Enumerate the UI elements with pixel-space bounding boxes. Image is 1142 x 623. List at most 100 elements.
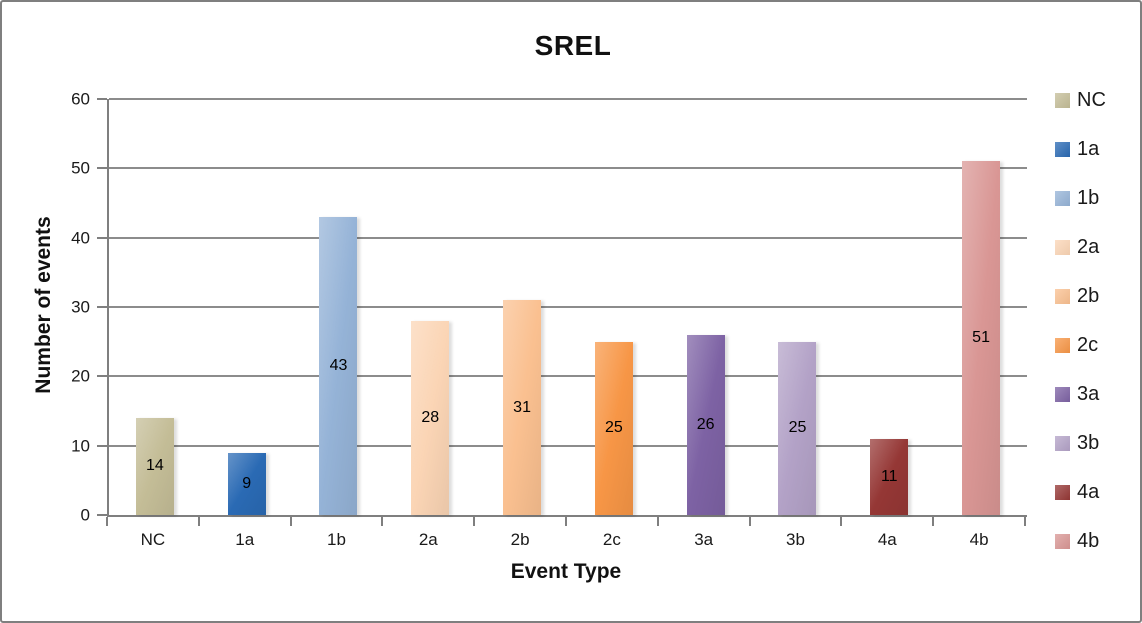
bar — [319, 216, 358, 515]
y-tick-mark — [97, 167, 107, 170]
x-tick-mark — [381, 517, 384, 526]
bar-slot: 43 — [293, 99, 385, 515]
bar-value-label: 26 — [696, 415, 715, 433]
x-tick-mark — [565, 517, 567, 526]
x-tick-label: 3b — [786, 530, 805, 549]
legend-swatch — [1055, 141, 1070, 157]
x-axis: NC 1a 1b 2a 2b 2c 3a 3b 4a 4b — [106, 517, 1026, 559]
y-tick-label: 60 — [71, 89, 90, 109]
x-tick-label: 1a — [235, 530, 255, 549]
legend-item: 1a — [1055, 139, 1106, 159]
legend-label: 2a — [1077, 236, 1100, 258]
bar-slot: 9 — [201, 99, 293, 515]
legend-swatch — [1055, 190, 1070, 206]
y-tick-mark — [97, 375, 107, 378]
y-tick-label: 30 — [71, 297, 90, 317]
plot-area: 14 9 43 28 31 25 26 25 11 51 — [107, 98, 1027, 517]
bar-value-label: 25 — [788, 419, 807, 437]
bar-value-label: 14 — [145, 457, 164, 475]
x-tick-mark — [197, 517, 200, 526]
bar-series: 14 9 43 28 31 25 26 25 11 51 — [109, 99, 1027, 515]
x-tick-mark — [473, 517, 476, 526]
bar-value-label: 11 — [880, 467, 898, 485]
x-tick-label: 2a — [418, 530, 438, 549]
legend-item: 2a — [1055, 237, 1106, 257]
bar-slot: 14 — [109, 99, 201, 515]
legend-label: 3b — [1077, 432, 1100, 454]
legend: NC 1a 1b 2a 2b 2c 3a 3b 4a 4b — [1055, 90, 1106, 551]
y-tick-mark — [97, 306, 107, 308]
bar-value-label: 43 — [329, 356, 348, 374]
bar — [594, 341, 633, 515]
bar-slot: 25 — [752, 99, 844, 515]
y-tick-mark — [97, 98, 107, 100]
gridline — [109, 306, 1027, 308]
legend-label: 4a — [1077, 481, 1100, 503]
x-tick-mark — [1024, 517, 1026, 526]
bar-slot: 25 — [568, 99, 660, 515]
x-tick-mark — [932, 517, 935, 526]
y-tick-label: 40 — [71, 228, 90, 248]
gridline — [109, 98, 1027, 100]
bar — [870, 438, 909, 515]
legend-item: 4b — [1055, 531, 1106, 551]
legend-item: NC — [1055, 90, 1106, 110]
x-tick-mark — [106, 517, 108, 526]
bar-slot: 31 — [476, 99, 568, 515]
y-tick-label: 10 — [71, 436, 90, 456]
chart-title: SREL — [534, 30, 612, 61]
x-tick-mark — [289, 517, 292, 526]
x-tick-mark — [656, 517, 659, 526]
bar-value-label: 51 — [972, 329, 990, 347]
bar-value-label: 28 — [421, 408, 440, 426]
bar-value-label: 25 — [604, 419, 623, 437]
bar — [135, 417, 174, 515]
x-axis-title: Event Type — [510, 560, 622, 583]
x-tick-mark — [748, 517, 751, 526]
bar-slot: 51 — [935, 99, 1027, 515]
bar-slot: 28 — [384, 99, 476, 515]
gridline — [109, 375, 1027, 378]
y-tick-mark — [97, 236, 107, 239]
x-tick-mark — [840, 517, 843, 526]
y-axis: 0 10 20 30 40 50 60 — [2, 91, 107, 524]
x-tick-label: 4b — [969, 530, 989, 549]
bar — [227, 452, 266, 515]
legend-swatch — [1055, 239, 1070, 255]
legend-swatch — [1055, 435, 1070, 451]
bar-slot: 11 — [843, 99, 935, 515]
legend-swatch — [1055, 484, 1070, 500]
legend-swatch — [1055, 92, 1070, 108]
legend-item: 1b — [1055, 188, 1106, 208]
x-tick-label: NC — [140, 530, 166, 549]
bar — [686, 334, 725, 515]
y-tick-mark — [97, 514, 107, 516]
bar — [503, 300, 542, 515]
legend-item: 2c — [1055, 335, 1106, 355]
legend-swatch — [1055, 533, 1070, 549]
legend-item: 2b — [1055, 286, 1106, 306]
gridline — [109, 236, 1027, 239]
y-tick-label: 50 — [71, 158, 90, 178]
legend-label: 1a — [1077, 138, 1100, 160]
x-tick-label: 3a — [694, 530, 714, 549]
bar — [962, 161, 1001, 515]
legend-label: 4b — [1077, 530, 1100, 552]
gridline — [109, 444, 1027, 447]
x-tick-label: 1b — [327, 530, 346, 549]
x-tick-label: 2c — [602, 530, 621, 549]
bar — [411, 320, 450, 515]
y-tick-label: 20 — [71, 366, 90, 386]
x-tick-labels: NC 1a 1b 2a 2b 2c 3a 3b 4a 4b — [107, 530, 1025, 550]
gridline — [109, 167, 1027, 170]
y-tick-mark — [97, 444, 107, 447]
legend-swatch — [1055, 386, 1070, 402]
legend-label: 3a — [1077, 383, 1100, 405]
legend-item: 4a — [1055, 482, 1106, 502]
bar-value-label: 31 — [513, 398, 531, 416]
legend-item: 3a — [1055, 384, 1106, 404]
legend-label: 1b — [1077, 187, 1100, 209]
legend-label: 2b — [1077, 285, 1100, 307]
legend-label: 2c — [1077, 334, 1099, 356]
